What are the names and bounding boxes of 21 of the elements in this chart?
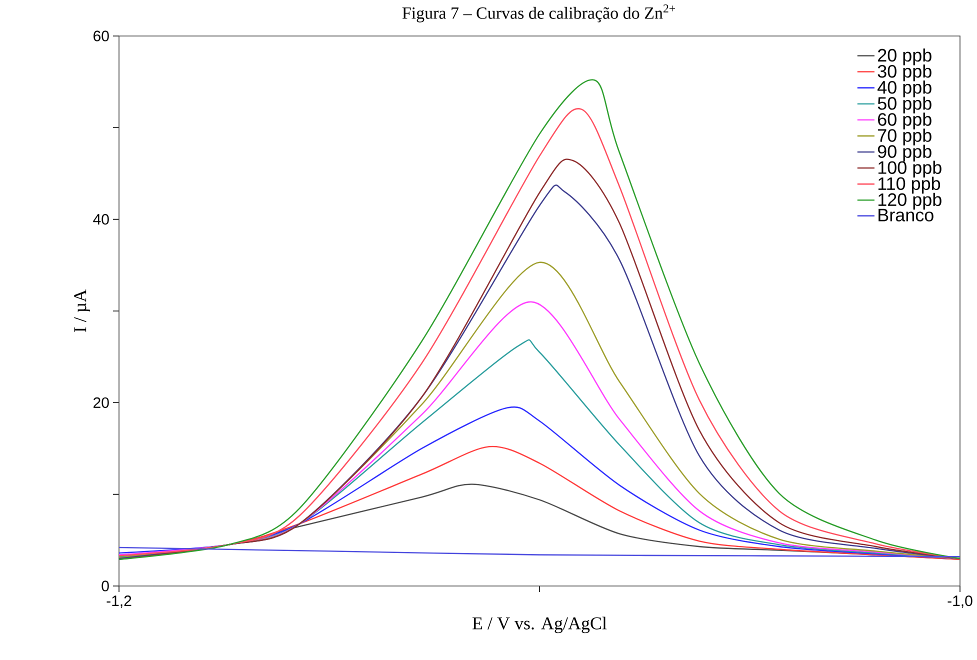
legend-label: 90 ppb [878,144,932,162]
legend-label: 40 ppb [878,80,932,98]
x-tick-label: -1,0 [948,596,972,608]
legend-label: 110 ppb [878,176,940,194]
chart-title: Figura 7 – Curvas de calibração do Zn$^{2+}$ [402,4,676,22]
legend-label: 60 ppb [878,112,932,130]
legend-label: 20 ppb [878,48,932,66]
y-tick-label: 40 [93,214,109,225]
y-tick-label: 20 [94,397,109,408]
y-axis-title: I / µA [74,289,90,332]
legend-label: 50 ppb [878,96,932,114]
legend-label: 30 ppb [878,64,932,82]
legend-label: 120 ppb [878,192,942,210]
x-tick-label: -1,2 [106,596,132,608]
legend-label: Branco [878,208,934,222]
y-tick-label: 60 [94,30,109,42]
legend-label: 100 ppb [878,160,942,178]
legend-label: 70 ppb [878,128,932,146]
line-series [119,546,960,558]
x-axis-title: E / V vs. Ag/AgCl [472,616,607,634]
y-tick-label: 0 [102,580,109,592]
